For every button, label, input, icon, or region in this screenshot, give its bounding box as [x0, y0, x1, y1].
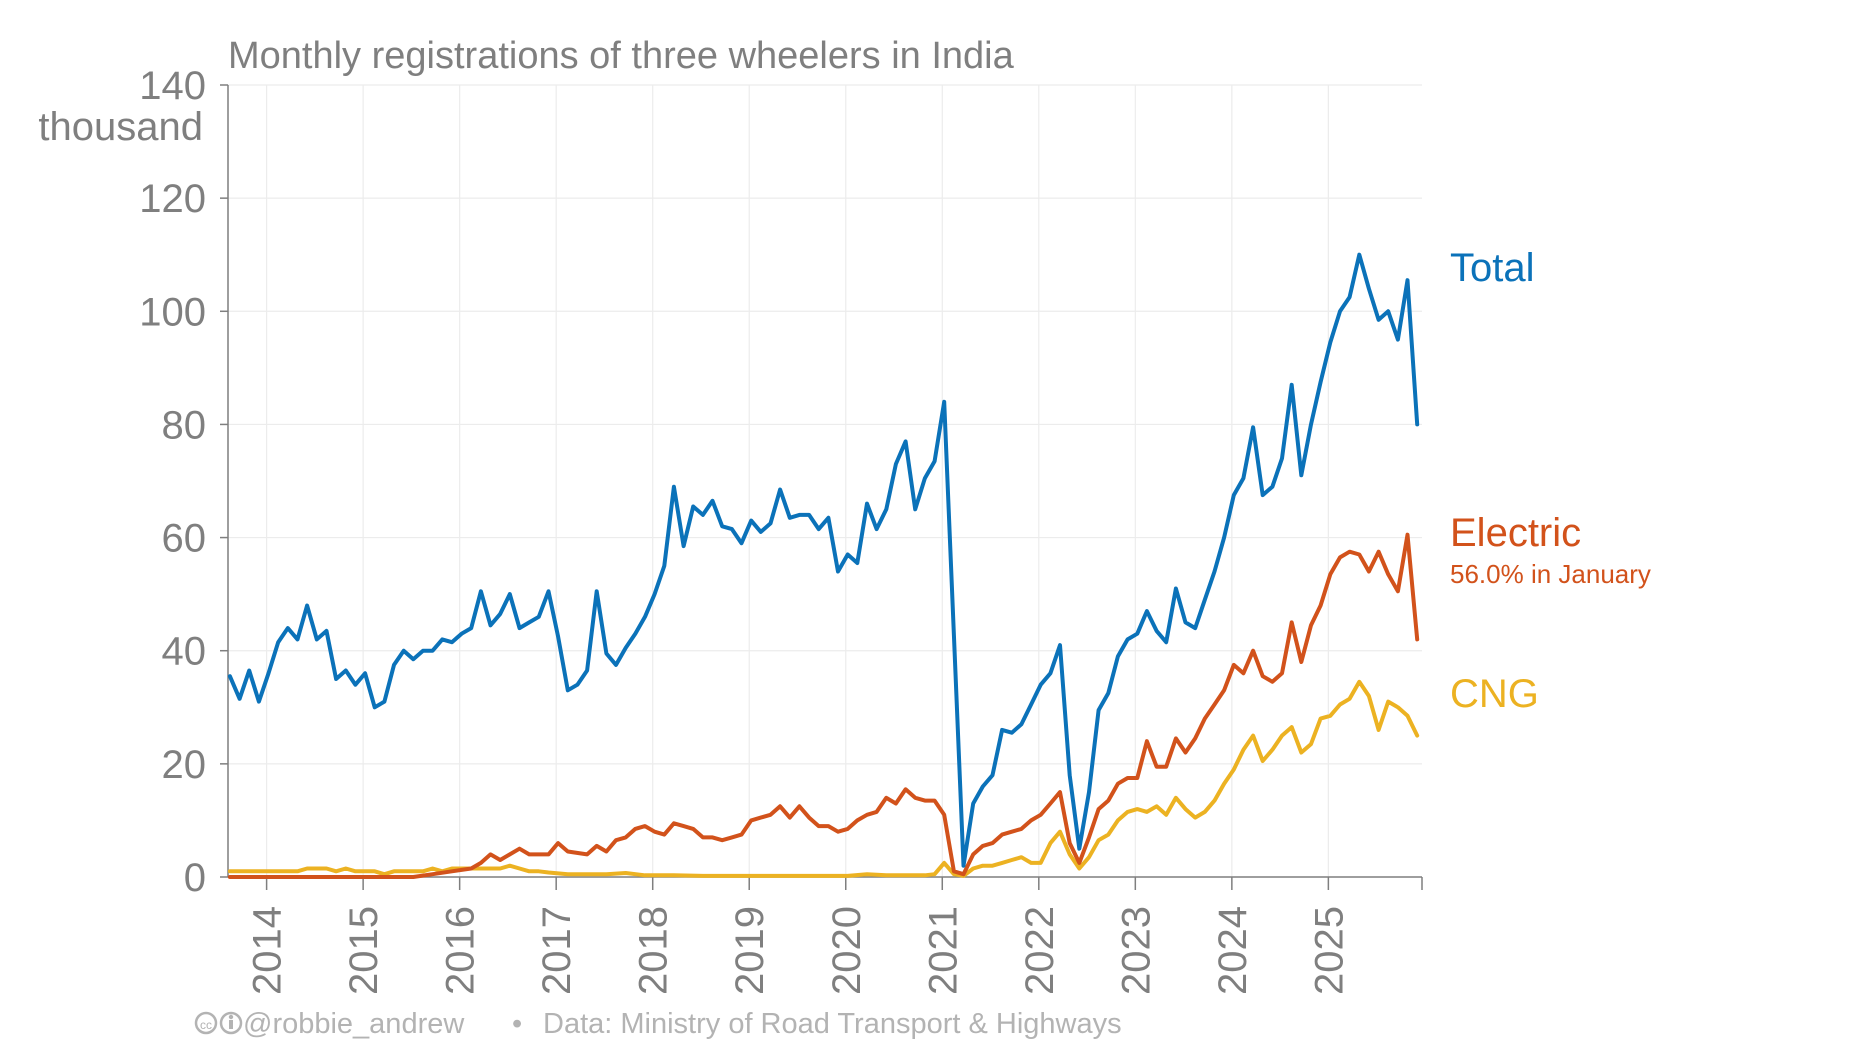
footer: cc @robbie_andrew • Data: Ministry of Ro… — [194, 1008, 1122, 1040]
grid — [228, 84, 1422, 877]
svg-text:cc: cc — [200, 1018, 212, 1032]
series-line-cng — [227, 679, 1420, 878]
x-tick-label: 2023 — [1114, 906, 1158, 995]
x-tick-label: 2022 — [1018, 906, 1062, 995]
x-tick-label: 2018 — [632, 906, 676, 995]
x-tick-label: 2021 — [921, 906, 965, 995]
series-label-electric: Electric — [1450, 511, 1581, 555]
series-line-electric — [227, 532, 1420, 879]
y-tick-label: 0 — [184, 856, 206, 900]
series-label-total: Total — [1450, 246, 1535, 290]
x-tick-label: 2024 — [1211, 906, 1255, 995]
x-tick-label: 2016 — [439, 906, 483, 995]
footer-source: Data: Ministry of Road Transport & Highw… — [543, 1008, 1122, 1040]
y-axis-unit-label: thousand — [38, 105, 203, 149]
x-tick-label: 2019 — [728, 906, 772, 995]
axes — [220, 84, 1423, 890]
chart-title: Monthly registrations of three wheelers … — [228, 35, 1015, 77]
series-label-cng: CNG — [1450, 672, 1539, 716]
x-tick-label: 2014 — [246, 906, 290, 995]
y-tick-label: 20 — [162, 743, 207, 787]
footer-separator: • — [512, 1008, 522, 1040]
y-tick-label: 140 — [139, 64, 206, 108]
x-tick-labels: 2014 2015 2016 2017 2018 2019 2020 2021 2022 2023… — [246, 906, 1352, 995]
y-tick-label: 60 — [162, 517, 207, 561]
footer-author: @robbie_andrew — [243, 1008, 465, 1040]
cc-by-icons: cc — [194, 1011, 243, 1035]
y-tick-label: 80 — [162, 403, 207, 447]
y-tick-label: 40 — [162, 630, 207, 674]
x-tick-label: 2017 — [535, 906, 579, 995]
y-tick-label: 120 — [139, 177, 206, 221]
series-line-total — [227, 252, 1420, 868]
series-label-electric-share: 56.0% in January — [1450, 559, 1651, 589]
y-tick-label: 100 — [139, 290, 206, 334]
y-tick-labels: 0 20 40 60 80 100 120 140 — [139, 64, 206, 900]
x-tick-label: 2020 — [825, 906, 869, 995]
x-tick-label: 2025 — [1307, 906, 1351, 995]
series-lines — [227, 252, 1420, 879]
x-tick-label: 2015 — [342, 906, 386, 995]
